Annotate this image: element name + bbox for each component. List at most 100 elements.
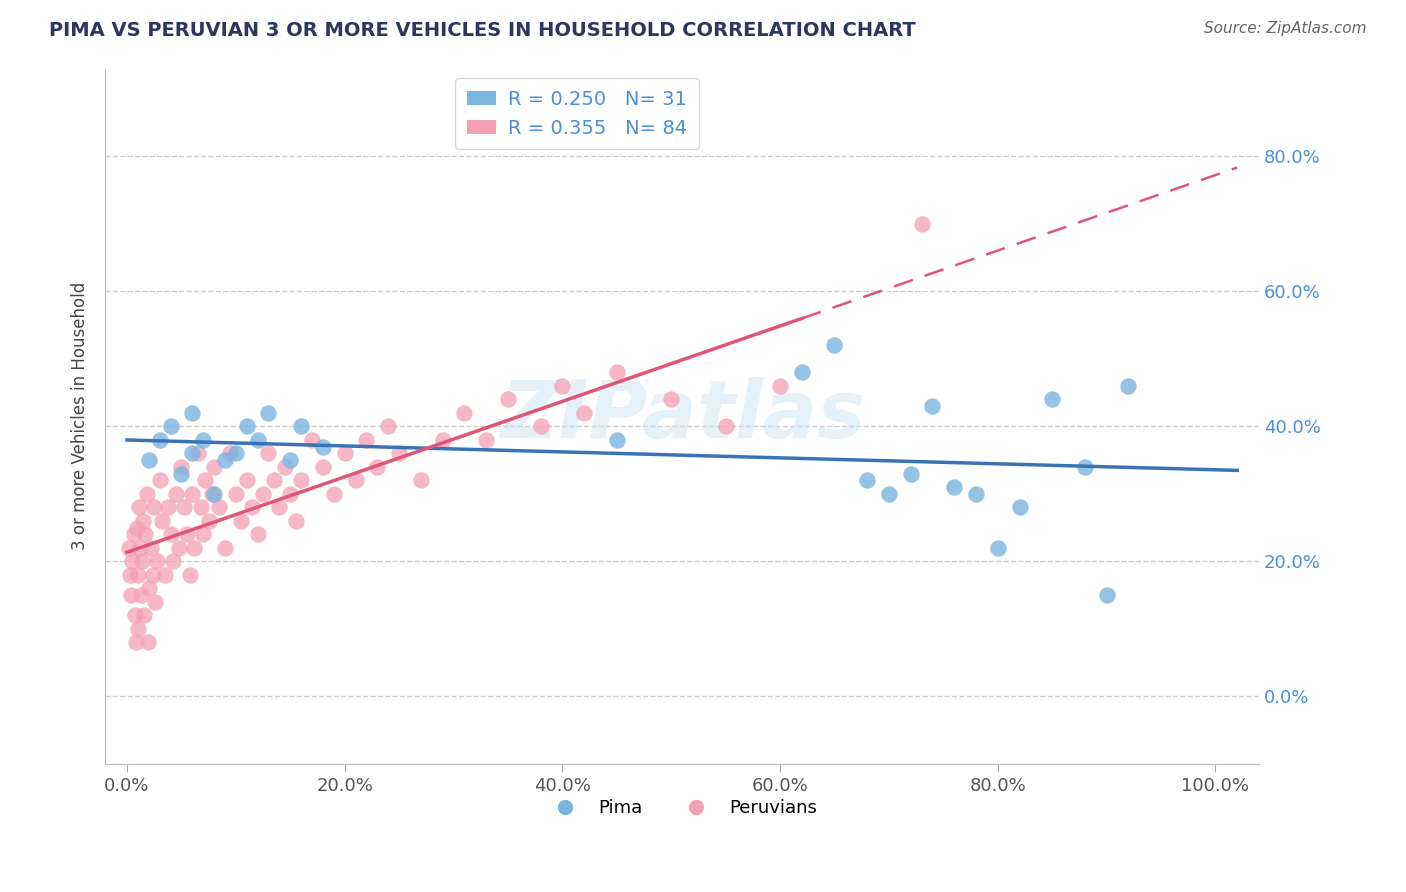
Point	[910, 217, 932, 231]
Point	[312, 440, 335, 454]
Point	[1095, 588, 1118, 602]
Point	[432, 433, 454, 447]
Point	[134, 608, 156, 623]
Point	[128, 500, 150, 515]
Point	[356, 433, 378, 447]
Point	[170, 459, 193, 474]
Point	[173, 500, 195, 515]
Point	[159, 527, 181, 541]
Point	[179, 567, 201, 582]
Point	[214, 453, 236, 467]
Point	[240, 500, 263, 515]
Point	[138, 453, 160, 467]
Point	[127, 622, 149, 636]
Point	[122, 527, 145, 541]
Point	[269, 500, 291, 515]
Point	[475, 433, 498, 447]
Point	[181, 487, 204, 501]
Point	[790, 365, 813, 379]
Point	[197, 514, 219, 528]
Point	[877, 487, 900, 501]
Point	[714, 419, 737, 434]
Point	[377, 419, 399, 434]
Point	[121, 554, 143, 568]
Point	[551, 379, 574, 393]
Point	[333, 446, 356, 460]
Point	[125, 520, 148, 534]
Point	[409, 473, 432, 487]
Point	[149, 473, 172, 487]
Point	[194, 473, 217, 487]
Point	[572, 406, 595, 420]
Point	[987, 541, 1010, 555]
Legend: Pima, Peruvians: Pima, Peruvians	[540, 792, 824, 824]
Point	[138, 582, 160, 596]
Point	[900, 467, 922, 481]
Point	[120, 588, 142, 602]
Point	[135, 487, 157, 501]
Point	[202, 487, 225, 501]
Point	[301, 433, 323, 447]
Point	[246, 433, 269, 447]
Point	[274, 459, 297, 474]
Point	[322, 487, 344, 501]
Point	[146, 554, 169, 568]
Point	[132, 514, 155, 528]
Point	[149, 433, 172, 447]
Point	[290, 419, 312, 434]
Point	[193, 527, 215, 541]
Point	[856, 473, 879, 487]
Text: ZIPatlas: ZIPatlas	[499, 377, 865, 455]
Point	[344, 473, 367, 487]
Point	[157, 500, 180, 515]
Point	[219, 446, 242, 460]
Point	[225, 446, 247, 460]
Point	[143, 500, 166, 515]
Point	[921, 399, 943, 413]
Point	[1008, 500, 1031, 515]
Point	[263, 473, 285, 487]
Point	[124, 608, 146, 623]
Point	[943, 480, 966, 494]
Point	[824, 338, 846, 352]
Point	[129, 541, 152, 555]
Point	[606, 365, 628, 379]
Point	[181, 406, 204, 420]
Point	[965, 487, 987, 501]
Point	[181, 446, 204, 460]
Point	[176, 527, 198, 541]
Text: Source: ZipAtlas.com: Source: ZipAtlas.com	[1204, 21, 1367, 37]
Point	[659, 392, 682, 407]
Point	[1074, 459, 1097, 474]
Point	[127, 567, 149, 582]
Point	[284, 514, 307, 528]
Point	[225, 487, 247, 501]
Point	[312, 459, 335, 474]
Point	[278, 453, 301, 467]
Point	[366, 459, 388, 474]
Point	[529, 419, 551, 434]
Point	[153, 567, 176, 582]
Point	[388, 446, 411, 460]
Text: PIMA VS PERUVIAN 3 OR MORE VEHICLES IN HOUSEHOLD CORRELATION CHART: PIMA VS PERUVIAN 3 OR MORE VEHICLES IN H…	[49, 21, 915, 40]
Point	[278, 487, 301, 501]
Point	[142, 567, 165, 582]
Point	[125, 635, 148, 649]
Point	[214, 541, 236, 555]
Point	[290, 473, 312, 487]
Point	[136, 635, 159, 649]
Point	[150, 514, 173, 528]
Y-axis label: 3 or more Vehicles in Household: 3 or more Vehicles in Household	[72, 282, 89, 550]
Point	[167, 541, 190, 555]
Point	[246, 527, 269, 541]
Point	[453, 406, 475, 420]
Point	[202, 459, 225, 474]
Point	[1118, 379, 1140, 393]
Point	[252, 487, 274, 501]
Point	[162, 554, 184, 568]
Point	[208, 500, 231, 515]
Point	[769, 379, 792, 393]
Point	[187, 446, 209, 460]
Point	[131, 554, 153, 568]
Point	[170, 467, 193, 481]
